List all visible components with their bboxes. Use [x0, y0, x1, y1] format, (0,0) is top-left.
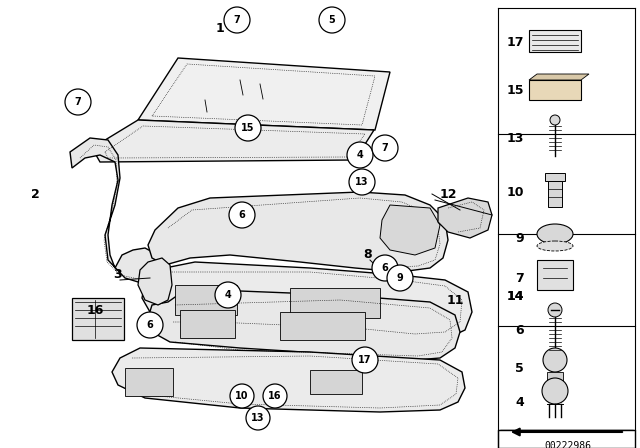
Text: 7: 7: [515, 271, 524, 284]
Bar: [547, 372, 563, 382]
Circle shape: [229, 202, 255, 228]
Bar: [498, 430, 635, 448]
Text: 14: 14: [506, 290, 524, 303]
Polygon shape: [438, 198, 492, 238]
Text: 3: 3: [114, 268, 122, 281]
Polygon shape: [148, 290, 460, 360]
Circle shape: [352, 347, 378, 373]
Text: 9: 9: [397, 273, 403, 283]
Polygon shape: [148, 192, 448, 272]
Text: 10: 10: [236, 391, 249, 401]
Circle shape: [137, 312, 163, 338]
Text: 16: 16: [86, 303, 104, 316]
Text: 7: 7: [381, 143, 388, 153]
Circle shape: [215, 282, 241, 308]
Circle shape: [542, 378, 568, 404]
Circle shape: [319, 7, 345, 33]
Text: 5: 5: [328, 15, 335, 25]
Text: 1: 1: [216, 22, 225, 34]
Bar: [280, 312, 365, 340]
Circle shape: [235, 115, 261, 141]
Text: 15: 15: [241, 123, 255, 133]
Text: 6: 6: [147, 320, 154, 330]
Bar: [72, 298, 124, 340]
Bar: [175, 285, 237, 315]
Circle shape: [548, 303, 562, 317]
Text: 00222986: 00222986: [545, 441, 591, 448]
Bar: [537, 260, 573, 290]
Text: 7: 7: [75, 97, 81, 107]
Circle shape: [372, 255, 398, 281]
Circle shape: [230, 384, 254, 408]
Circle shape: [65, 89, 91, 115]
Circle shape: [543, 348, 567, 372]
Text: 17: 17: [358, 355, 372, 365]
Bar: [548, 181, 562, 207]
Text: 4: 4: [225, 290, 232, 300]
Polygon shape: [142, 262, 472, 338]
Text: 6: 6: [239, 210, 245, 220]
Text: 7: 7: [234, 15, 241, 25]
Text: 14: 14: [506, 290, 524, 303]
Circle shape: [224, 7, 250, 33]
Circle shape: [372, 135, 398, 161]
Polygon shape: [529, 74, 589, 80]
Text: 13: 13: [252, 413, 265, 423]
Ellipse shape: [537, 241, 573, 251]
Circle shape: [349, 169, 375, 195]
Text: 13: 13: [355, 177, 369, 187]
Bar: [310, 370, 362, 394]
Polygon shape: [92, 120, 374, 162]
Ellipse shape: [537, 224, 573, 244]
Text: 5: 5: [515, 362, 524, 375]
Text: 16: 16: [268, 391, 282, 401]
Polygon shape: [138, 58, 390, 130]
Polygon shape: [70, 138, 165, 285]
Text: 17: 17: [506, 35, 524, 48]
Bar: [290, 288, 380, 318]
Bar: [500, 430, 633, 435]
Bar: [529, 80, 581, 100]
Text: 11: 11: [446, 293, 464, 306]
Polygon shape: [112, 348, 465, 412]
Text: 10: 10: [506, 186, 524, 199]
Bar: [180, 310, 235, 338]
Polygon shape: [380, 205, 440, 255]
Bar: [125, 368, 173, 396]
Circle shape: [246, 406, 270, 430]
Text: 9: 9: [515, 232, 524, 245]
Polygon shape: [138, 258, 172, 305]
Text: 4: 4: [356, 150, 364, 160]
Text: 8: 8: [364, 249, 372, 262]
Text: 13: 13: [507, 132, 524, 145]
Circle shape: [263, 384, 287, 408]
Circle shape: [550, 115, 560, 125]
Text: 6: 6: [515, 323, 524, 336]
Text: 12: 12: [440, 189, 458, 202]
Text: 15: 15: [506, 83, 524, 96]
Text: 4: 4: [515, 396, 524, 409]
Circle shape: [387, 265, 413, 291]
Circle shape: [347, 142, 373, 168]
Bar: [545, 173, 565, 181]
Bar: [529, 30, 581, 52]
Text: 2: 2: [31, 189, 40, 202]
Text: 6: 6: [381, 263, 388, 273]
